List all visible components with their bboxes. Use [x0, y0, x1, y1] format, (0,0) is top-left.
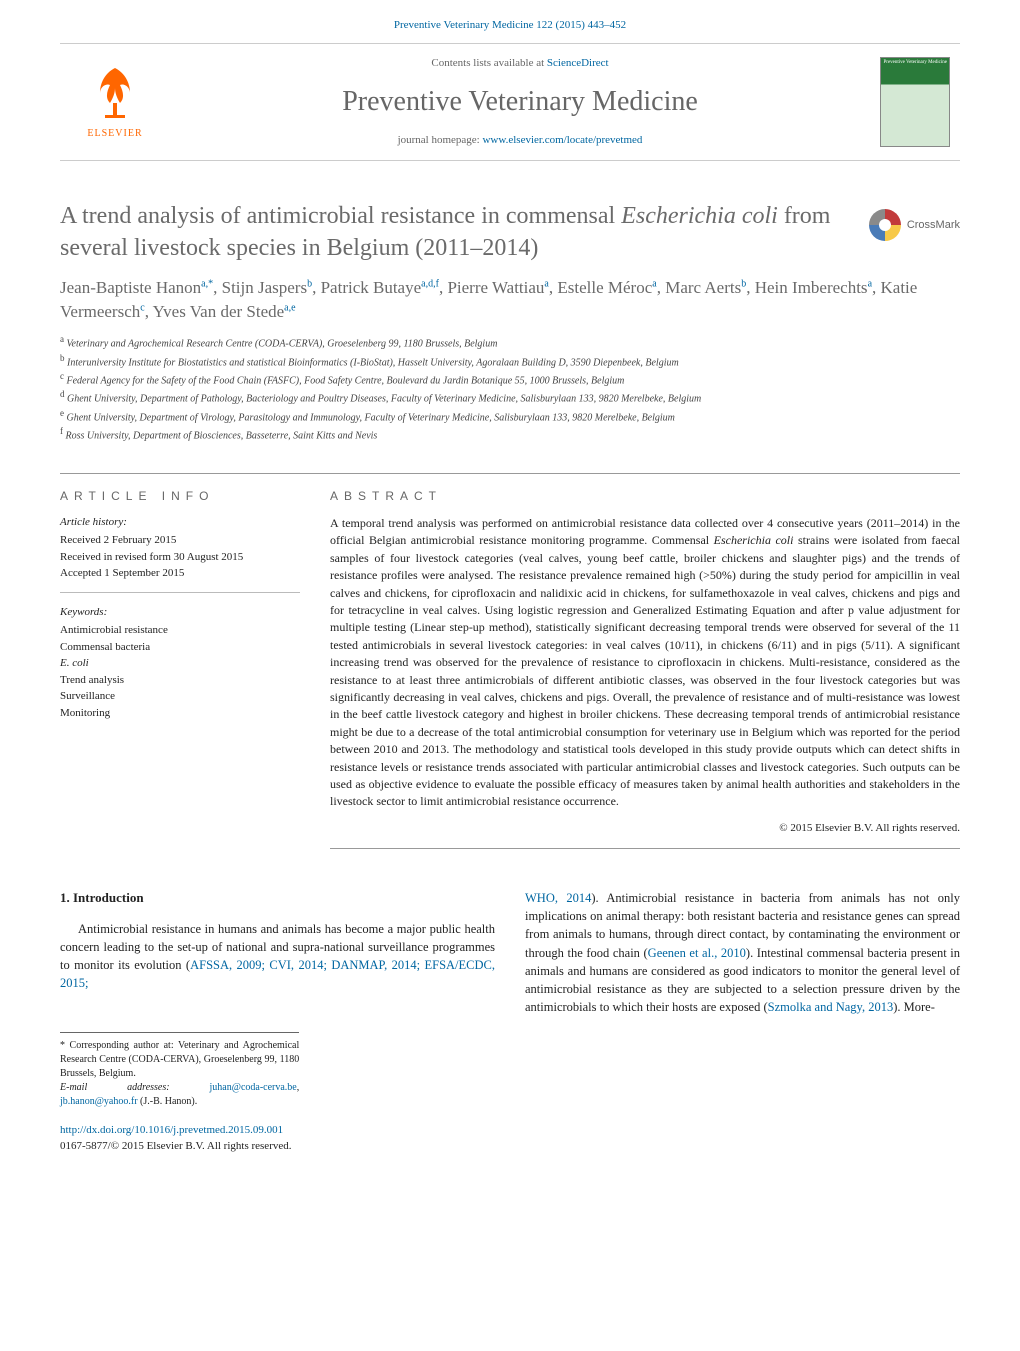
- history-line: Received in revised form 30 August 2015: [60, 549, 300, 566]
- author-affil-sup: b: [307, 278, 312, 289]
- journal-title: Preventive Veterinary Medicine: [170, 82, 870, 121]
- article-info-column: article info Article history: Received 2…: [60, 474, 300, 849]
- info-abstract-row: article info Article history: Received 2…: [60, 473, 960, 849]
- affiliation-sup: b: [60, 353, 65, 363]
- intro-post: ). More-: [893, 1000, 935, 1014]
- email-label: E-mail addresses:: [60, 1082, 210, 1093]
- publisher-logo-block: ELSEVIER: [60, 44, 170, 160]
- homepage-line: journal homepage: www.elsevier.com/locat…: [170, 133, 870, 148]
- intro-citation-3[interactable]: Geenen et al., 2010: [648, 946, 746, 960]
- affiliation: b Interuniversity Institute for Biostati…: [60, 352, 960, 370]
- keyword: E. coli: [60, 655, 300, 672]
- masthead-center: Contents lists available at ScienceDirec…: [170, 44, 870, 160]
- intro-citation-2[interactable]: WHO, 2014: [525, 891, 591, 905]
- author-affil-sup: a,*: [201, 278, 213, 289]
- body-columns: 1. Introduction Antimicrobial resistance…: [60, 889, 960, 1109]
- footnotes: * Corresponding author at: Veterinary an…: [60, 1032, 299, 1109]
- affiliation-sup: a: [60, 334, 64, 344]
- affiliation-sup: d: [60, 389, 65, 399]
- footer-block: http://dx.doi.org/10.1016/j.prevetmed.20…: [60, 1123, 960, 1154]
- issn-copyright: 0167-5877/© 2015 Elsevier B.V. All right…: [60, 1139, 960, 1154]
- homepage-link[interactable]: www.elsevier.com/locate/prevetmed: [482, 134, 642, 146]
- author: Patrick Butaye: [321, 278, 422, 297]
- history-line: Accepted 1 September 2015: [60, 565, 300, 582]
- abstract-rule: [330, 848, 960, 849]
- affiliation-sup: e: [60, 408, 64, 418]
- sciencedirect-link[interactable]: ScienceDirect: [547, 57, 609, 69]
- history-label: Article history:: [60, 515, 300, 530]
- article-header: CrossMark A trend analysis of antimicrob…: [60, 201, 960, 443]
- author-affil-sup: a: [868, 278, 872, 289]
- body-left-column: 1. Introduction Antimicrobial resistance…: [60, 889, 495, 1109]
- keyword: Monitoring: [60, 705, 300, 722]
- elsevier-tree-icon: [85, 63, 145, 123]
- keyword: Trend analysis: [60, 672, 300, 689]
- email-post: (J.-B. Hanon).: [138, 1096, 198, 1107]
- affiliations-list: a Veterinary and Agrochemical Research C…: [60, 333, 960, 443]
- publisher-name: ELSEVIER: [87, 127, 142, 141]
- email-line: E-mail addresses: juhan@coda-cerva.be, j…: [60, 1081, 299, 1109]
- email-sep: ,: [297, 1082, 300, 1093]
- intro-paragraph-left: Antimicrobial resistance in humans and a…: [60, 920, 495, 993]
- contents-available-line: Contents lists available at ScienceDirec…: [170, 56, 870, 71]
- author-affil-sup: b: [741, 278, 746, 289]
- journal-cover-block: Preventive Veterinary Medicine: [870, 44, 960, 160]
- affiliation: d Ghent University, Department of Pathol…: [60, 388, 960, 406]
- keyword: Surveillance: [60, 688, 300, 705]
- title-part1: A trend analysis of antimicrobial resist…: [60, 203, 621, 229]
- affiliation-sup: c: [60, 371, 64, 381]
- abstract-heading: abstract: [330, 488, 960, 505]
- author: Pierre Wattiau: [447, 278, 544, 297]
- keywords-label: Keywords:: [60, 605, 300, 620]
- affiliation: c Federal Agency for the Safety of the F…: [60, 370, 960, 388]
- corresponding-author-note: * Corresponding author at: Veterinary an…: [60, 1039, 299, 1081]
- author: Hein Imberechts: [755, 278, 868, 297]
- crossmark-badge[interactable]: CrossMark: [869, 209, 960, 241]
- author: Yves Van der Stede: [153, 302, 285, 321]
- author: Marc Aerts: [665, 278, 741, 297]
- email-1[interactable]: juhan@coda-cerva.be: [210, 1082, 297, 1093]
- abstract-copyright: © 2015 Elsevier B.V. All rights reserved…: [330, 821, 960, 836]
- title-species: Escherichia coli: [621, 203, 778, 229]
- author-affil-sup: a,d,f: [421, 278, 439, 289]
- author-affil-sup: a: [544, 278, 548, 289]
- contents-prefix: Contents lists available at: [431, 57, 546, 69]
- article-title: A trend analysis of antimicrobial resist…: [60, 201, 960, 263]
- abstract-text: A temporal trend analysis was performed …: [330, 515, 960, 811]
- article-info-heading: article info: [60, 488, 300, 505]
- intro-paragraph-right: WHO, 2014). Antimicrobial resistance in …: [525, 889, 960, 1016]
- abstract-post: strains were isolated from faecal sample…: [330, 533, 960, 808]
- doi-link[interactable]: http://dx.doi.org/10.1016/j.prevetmed.20…: [60, 1124, 283, 1136]
- intro-citation-4[interactable]: Szmolka and Nagy, 2013: [768, 1000, 894, 1014]
- email-2[interactable]: jb.hanon@yahoo.fr: [60, 1096, 138, 1107]
- author: Jean-Baptiste Hanon: [60, 278, 201, 297]
- author: Stijn Jaspers: [222, 278, 307, 297]
- crossmark-icon: [869, 209, 901, 241]
- masthead: ELSEVIER Contents lists available at Sci…: [60, 43, 960, 161]
- authors-list: Jean-Baptiste Hanona,*, Stijn Jaspersb, …: [60, 276, 960, 324]
- affiliation-sup: f: [60, 426, 63, 436]
- article-history-block: Article history: Received 2 February 201…: [60, 515, 300, 593]
- author: Estelle Méroc: [557, 278, 652, 297]
- keyword: Antimicrobial resistance: [60, 622, 300, 639]
- author-affil-sup: c: [140, 302, 144, 313]
- journal-cover: Preventive Veterinary Medicine: [880, 57, 950, 147]
- homepage-prefix: journal homepage:: [398, 134, 483, 146]
- elsevier-logo: ELSEVIER: [75, 57, 155, 147]
- author-affil-sup: a: [652, 278, 656, 289]
- abstract-column: abstract A temporal trend analysis was p…: [330, 474, 960, 849]
- citation-link[interactable]: Preventive Veterinary Medicine 122 (2015…: [394, 19, 626, 31]
- journal-cover-title: Preventive Veterinary Medicine: [884, 60, 948, 66]
- history-line: Received 2 February 2015: [60, 532, 300, 549]
- keyword: Commensal bacteria: [60, 639, 300, 656]
- affiliation: f Ross University, Department of Bioscie…: [60, 425, 960, 443]
- body-right-column: WHO, 2014). Antimicrobial resistance in …: [525, 889, 960, 1109]
- intro-heading: 1. Introduction: [60, 889, 495, 908]
- affiliation: a Veterinary and Agrochemical Research C…: [60, 333, 960, 351]
- author-affil-sup: a,e: [284, 302, 295, 313]
- crossmark-label: CrossMark: [907, 218, 960, 233]
- affiliation: e Ghent University, Department of Virolo…: [60, 407, 960, 425]
- citation-header: Preventive Veterinary Medicine 122 (2015…: [0, 0, 1020, 43]
- abstract-species: Escherichia coli: [714, 533, 794, 547]
